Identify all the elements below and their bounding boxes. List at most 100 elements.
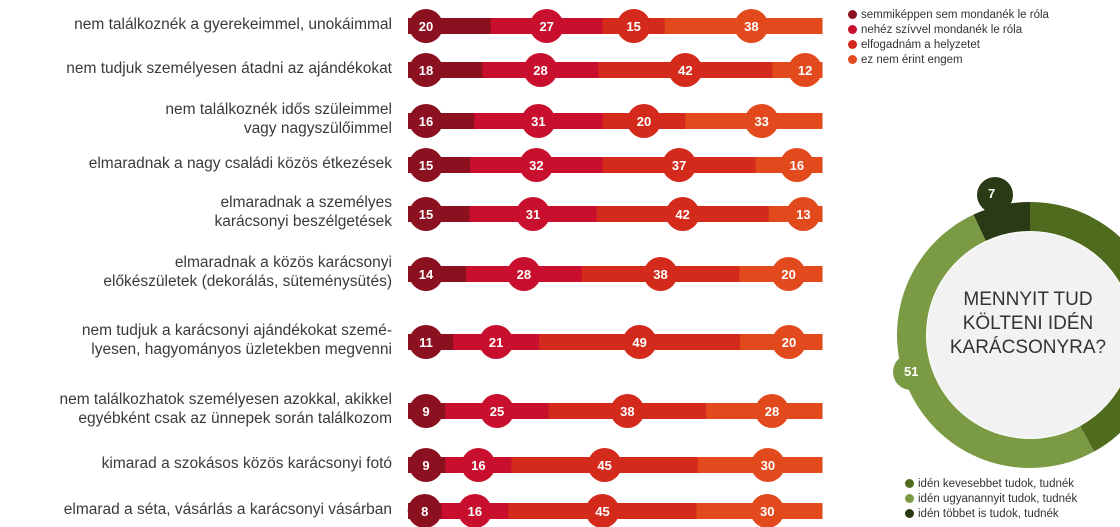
legend-label: idén többet is tudok, tudnék: [918, 508, 1059, 520]
legend-item: nehéz szívvel mondanék le róla: [848, 23, 1049, 38]
donut-slice-label-7: 7: [988, 186, 996, 201]
legend-item: idén ugyanannyit tudok, tudnék: [905, 492, 1077, 507]
bar-value-label: 25: [490, 404, 504, 419]
category-label-line: nem találkoznék a gyerekeimmel, unokáimm…: [74, 15, 392, 33]
bar-value-badge: [622, 325, 657, 359]
donut-label-bubble: [977, 177, 1013, 213]
bar-value-badge: [461, 448, 496, 482]
bar-value-label: 16: [790, 158, 804, 173]
category-label-line: elmarad a séta, vásárlás a karácsonyi vá…: [63, 500, 392, 518]
category-label-line: elmaradnak a közös karácsonyi: [174, 254, 392, 271]
bar-value-label: 45: [595, 504, 609, 519]
bar-value-badge: [409, 394, 443, 428]
bar-value-label: 16: [471, 458, 485, 473]
bar-value-badge: [755, 394, 790, 428]
bar-value-label: 38: [744, 19, 758, 34]
bar-value-label: 38: [620, 404, 634, 419]
category-label: nem tudjuk személyesen átadni az ajándék…: [66, 59, 392, 78]
legend-label: semmiképpen sem mondanék le róla: [861, 9, 1049, 21]
donut-center-line-2: KÖLTENI IDÉN: [962, 313, 1094, 334]
category-label: elmaradnak a nagy családi közös étkezése…: [89, 154, 392, 173]
bar-value-label: 11: [419, 335, 433, 350]
bar-value-label: 20: [637, 114, 651, 129]
bar-value-badge: [788, 53, 823, 87]
donut-label-bubble: [893, 354, 929, 390]
category-label-line: nem találkoznék idős szüleimmel: [165, 101, 392, 118]
bar-value-label: 9: [422, 458, 429, 473]
donut-hole: [927, 232, 1120, 438]
donut-center-title: MENNYIT TUD KÖLTENI IDÉN KARÁCSONYRA?: [948, 288, 1108, 360]
category-label: nem találkoznék a gyerekeimmel, unokáimm…: [74, 15, 392, 34]
bar-value-label: 49: [632, 335, 646, 350]
bar-value-badge: [409, 104, 443, 138]
category-label: elmaradnak a személyes karácsonyi beszélg…: [215, 193, 393, 231]
bar-value-badge: [772, 325, 807, 359]
bar-value-badge: [616, 9, 651, 43]
bar-value-label: 15: [419, 207, 433, 222]
category-label-line: nem találkozhatok személyesen azokkal, a…: [59, 391, 392, 408]
bar-value-badge: [734, 9, 769, 43]
category-label: nem tudjuk a karácsonyi ajándékokat szem…: [82, 321, 392, 359]
bar-value-label: 16: [419, 114, 433, 129]
category-label-line: nem tudjuk a karácsonyi ajándékokat szem…: [81, 322, 392, 339]
bar-value-label: 21: [489, 335, 503, 350]
bar-value-badge: [587, 448, 622, 482]
category-label-line: elmaradnak a személyes: [220, 194, 392, 211]
bar-value-badge: [626, 104, 661, 138]
bar-value-label: 20: [419, 19, 433, 34]
bar-value-badge: [409, 9, 443, 43]
bar-value-label: 18: [419, 63, 433, 78]
bar-value-label: 33: [754, 114, 768, 129]
bar-value-label: 16: [468, 504, 482, 519]
bar-value-badge: [668, 53, 703, 87]
bar-value-badge: [409, 257, 443, 291]
bar-value-badge: [409, 325, 443, 359]
bar-value-badge: [786, 197, 821, 231]
legend-label: elfogadnám a helyzetet: [861, 39, 980, 51]
category-label-line: nem tudjuk személyesen átadni az ajándék…: [66, 59, 392, 77]
bar-value-label: 12: [798, 63, 812, 78]
bar-value-badge: [665, 197, 700, 231]
bar-value-badge: [409, 197, 443, 231]
legend-marker-icon: [905, 494, 914, 503]
bar-value-label: 42: [675, 207, 689, 222]
bar-value-label: 30: [760, 504, 774, 519]
bar-value-badge: [480, 394, 515, 428]
bar-value-badge: [407, 494, 442, 527]
bar-value-badge: [479, 325, 514, 359]
bar-value-label: 38: [653, 267, 667, 282]
bar-value-badge: [457, 494, 492, 527]
bar-value-badge: [409, 53, 443, 87]
bar-value-badge: [409, 148, 443, 182]
bar-value-badge: [516, 197, 551, 231]
bar-value-label: 30: [761, 458, 775, 473]
bar-value-badge: [523, 53, 558, 87]
bar-value-badge: [744, 104, 779, 138]
legend-item: idén kevesebbet tudok, tudnék: [905, 477, 1077, 492]
category-label: elmarad a séta, vásárlás a karácsonyi vá…: [64, 500, 392, 519]
donut-slice: [897, 214, 1095, 468]
bar-value-label: 20: [782, 335, 796, 350]
legend-marker-icon: [905, 509, 914, 518]
bar-value-badge: [779, 148, 814, 182]
bar-value-label: 45: [597, 458, 611, 473]
bar-value-label: 13: [796, 207, 810, 222]
bar-value-badge: [521, 104, 556, 138]
bar-value-label: 15: [626, 19, 640, 34]
bar-legend: semmiképpen sem mondanék le róla nehéz sz…: [848, 8, 1049, 68]
bar-value-badge: [409, 448, 443, 482]
donut-slice-label-51: 51: [904, 364, 919, 379]
bar-value-badge: [610, 394, 645, 428]
category-label: elmaradnak a közös karácsonyi előkészület…: [103, 253, 392, 291]
legend-marker-icon: [848, 40, 857, 49]
category-label-line: vagy nagyszülőimmel: [243, 120, 392, 137]
bar-value-badge: [506, 257, 541, 291]
bar-value-badge: [662, 148, 697, 182]
legend-item: semmiképpen sem mondanék le róla: [848, 8, 1049, 23]
bar-value-label: 9: [422, 404, 429, 419]
category-label-line: előkészületek (dekorálás, süteménysütés): [103, 273, 392, 290]
donut-slice: [1030, 202, 1120, 452]
category-label: kimarad a szokásos közös karácsonyi fotó: [102, 454, 392, 473]
bar-value-label: 31: [526, 207, 540, 222]
